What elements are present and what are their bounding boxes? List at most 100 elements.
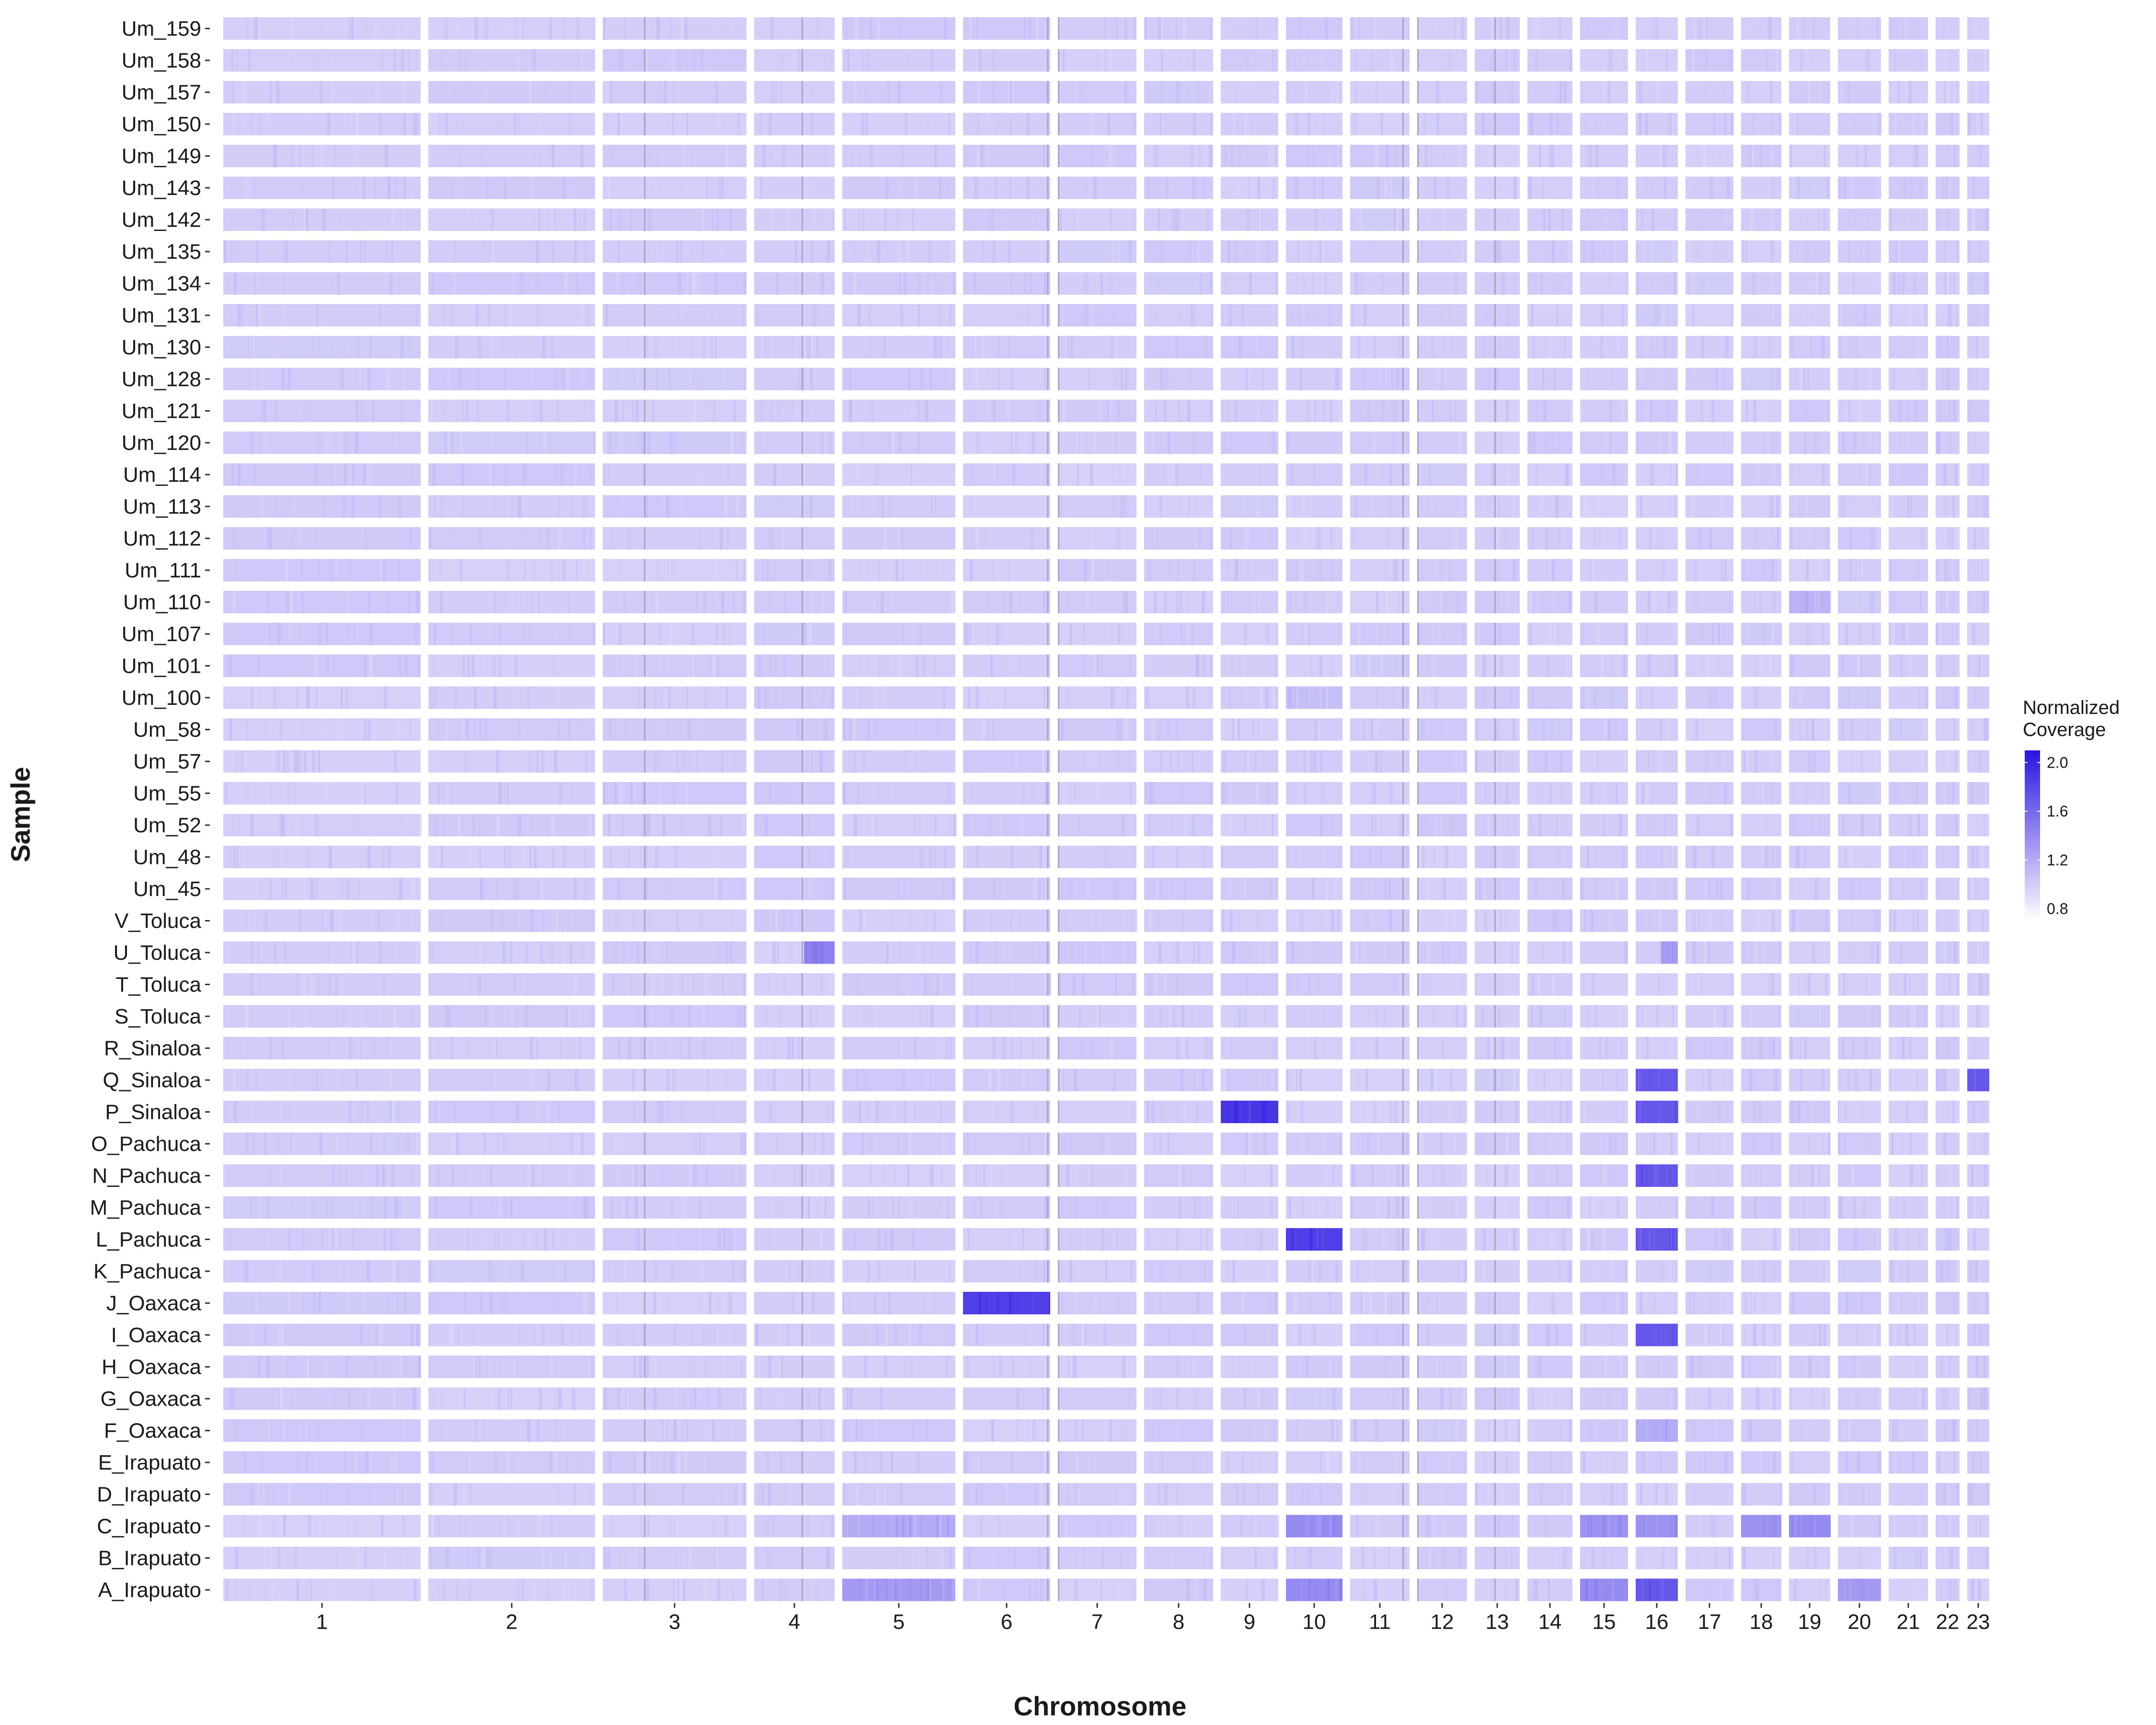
- coverage-stripe: [514, 113, 517, 136]
- coverage-stripe: [608, 431, 612, 454]
- low-coverage-mark: [1047, 113, 1049, 136]
- coverage-stripe: [1979, 336, 1982, 358]
- coverage-stripe: [716, 941, 718, 964]
- coverage-stripe: [975, 941, 979, 964]
- coverage-stripe: [579, 208, 581, 231]
- low-coverage-mark: [1047, 686, 1049, 709]
- coverage-stripe: [294, 750, 297, 773]
- coverage-stripe: [1570, 49, 1571, 72]
- coverage-stripe: [1117, 750, 1121, 773]
- coverage-stripe: [1335, 81, 1339, 104]
- coverage-stripe: [1202, 400, 1204, 422]
- coverage-stripe: [1323, 431, 1325, 454]
- coverage-stripe: [870, 145, 873, 167]
- heatmap-cell: [1475, 877, 1520, 900]
- coverage-stripe: [854, 814, 857, 837]
- coverage-stripe: [465, 49, 466, 72]
- coverage-stripe: [516, 336, 517, 358]
- coverage-stripe: [528, 686, 529, 709]
- heatmap-cell: [1636, 686, 1678, 709]
- coverage-stripe: [1693, 846, 1697, 868]
- heatmap-cell: [754, 145, 835, 167]
- coverage-stripe: [929, 368, 932, 391]
- coverage-stripe: [1076, 81, 1079, 104]
- coverage-stripe: [1876, 909, 1880, 932]
- coverage-stripe: [608, 909, 609, 932]
- coverage-stripe: [1542, 750, 1545, 773]
- coverage-stripe: [517, 718, 521, 741]
- coverage-stripe: [784, 495, 786, 518]
- coverage-stripe: [557, 176, 560, 199]
- coverage-stripe: [1259, 941, 1263, 964]
- coverage-stripe: [1604, 208, 1606, 231]
- heatmap-cell: [1686, 240, 1733, 263]
- coverage-stripe: [379, 304, 381, 327]
- coverage-stripe: [508, 655, 511, 677]
- coverage-stripe: [671, 559, 674, 582]
- coverage-stripe: [1009, 81, 1012, 104]
- coverage-stripe: [1892, 49, 1895, 72]
- coverage-stripe: [907, 846, 910, 868]
- coverage-stripe: [1662, 304, 1665, 327]
- coverage-stripe: [1954, 463, 1958, 486]
- coverage-stripe: [434, 113, 436, 136]
- coverage-stripe: [344, 113, 346, 136]
- coverage-stripe: [1800, 208, 1802, 231]
- coverage-stripe: [566, 655, 568, 677]
- coverage-stripe: [223, 272, 225, 295]
- heatmap-cell: [603, 527, 746, 550]
- coverage-stripe: [1264, 208, 1267, 231]
- coverage-stripe: [977, 81, 980, 104]
- coverage-stripe: [415, 49, 417, 72]
- coverage-stripe: [603, 17, 606, 40]
- coverage-stripe: [1590, 782, 1593, 805]
- heatmap-cell: [1417, 495, 1467, 518]
- coverage-stripe: [872, 400, 874, 422]
- coverage-stripe: [1087, 877, 1089, 900]
- coverage-stripe: [1069, 240, 1072, 263]
- coverage-stripe: [234, 272, 236, 295]
- heatmap-cell: [1967, 368, 1989, 391]
- coverage-stripe: [1713, 304, 1715, 327]
- low-coverage-mark: [1494, 304, 1496, 327]
- coverage-stripe: [1567, 176, 1571, 199]
- coverage-stripe: [369, 622, 372, 645]
- coverage-stripe: [1850, 718, 1853, 741]
- heatmap-cell: [754, 495, 835, 518]
- coverage-stripe: [1537, 17, 1540, 40]
- coverage-stripe: [783, 368, 786, 391]
- coverage-stripe: [1326, 304, 1328, 327]
- coverage-stripe: [1697, 591, 1700, 613]
- coverage-stripe: [454, 336, 457, 358]
- coverage-stripe: [1858, 655, 1860, 677]
- coverage-stripe: [577, 686, 581, 709]
- coverage-stripe: [1355, 272, 1358, 295]
- elevated-stripe: [1817, 591, 1819, 613]
- coverage-stripe: [811, 750, 813, 773]
- coverage-stripe: [1564, 463, 1568, 486]
- coverage-stripe: [1234, 877, 1237, 900]
- coverage-stripe: [1289, 208, 1293, 231]
- heatmap-cell: [1967, 49, 1989, 72]
- heatmap-cell: [603, 49, 746, 72]
- coverage-stripe: [711, 304, 714, 327]
- coverage-stripe: [1551, 368, 1553, 391]
- coverage-stripe: [367, 368, 370, 391]
- coverage-stripe: [1542, 176, 1544, 199]
- coverage-stripe: [905, 877, 906, 900]
- coverage-stripe: [946, 686, 950, 709]
- coverage-stripe: [775, 655, 776, 677]
- coverage-stripe: [1012, 81, 1014, 104]
- coverage-stripe: [1822, 622, 1824, 645]
- coverage-stripe: [1091, 559, 1094, 582]
- coverage-stripe: [1152, 304, 1155, 327]
- heatmap-cell: [1286, 431, 1342, 454]
- coverage-stripe: [1731, 81, 1733, 104]
- heatmap-cell: [1838, 81, 1881, 104]
- coverage-stripe: [384, 686, 387, 709]
- coverage-stripe: [978, 718, 980, 741]
- coverage-stripe: [315, 814, 319, 837]
- coverage-stripe: [978, 49, 981, 72]
- coverage-stripe: [1855, 909, 1857, 932]
- coverage-stripe: [1537, 272, 1540, 295]
